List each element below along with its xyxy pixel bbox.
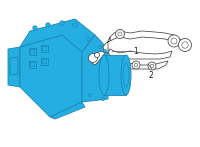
Circle shape xyxy=(118,32,122,36)
Circle shape xyxy=(89,56,92,59)
Circle shape xyxy=(132,61,140,69)
Polygon shape xyxy=(20,19,95,52)
Circle shape xyxy=(86,37,90,41)
Circle shape xyxy=(116,30,124,39)
Polygon shape xyxy=(10,57,18,75)
Polygon shape xyxy=(30,49,34,53)
Circle shape xyxy=(89,54,98,62)
Polygon shape xyxy=(41,45,48,51)
Circle shape xyxy=(179,39,192,51)
Circle shape xyxy=(60,21,64,25)
Polygon shape xyxy=(42,46,46,50)
Polygon shape xyxy=(29,47,36,55)
Text: 2: 2 xyxy=(149,71,153,80)
Polygon shape xyxy=(90,51,105,65)
Polygon shape xyxy=(108,57,168,69)
Polygon shape xyxy=(50,102,85,119)
Ellipse shape xyxy=(121,55,131,95)
Circle shape xyxy=(73,23,77,27)
Circle shape xyxy=(171,38,177,44)
Polygon shape xyxy=(42,59,46,63)
Circle shape xyxy=(182,42,188,48)
Polygon shape xyxy=(20,35,82,117)
Ellipse shape xyxy=(99,55,109,95)
Circle shape xyxy=(46,23,50,27)
Circle shape xyxy=(134,63,138,67)
Polygon shape xyxy=(41,57,48,65)
Polygon shape xyxy=(110,31,185,47)
Polygon shape xyxy=(104,55,126,95)
Circle shape xyxy=(95,52,100,57)
Polygon shape xyxy=(108,49,172,59)
Circle shape xyxy=(98,45,102,49)
Circle shape xyxy=(89,93,92,96)
Text: 1: 1 xyxy=(133,47,138,56)
Ellipse shape xyxy=(123,63,129,87)
Circle shape xyxy=(150,64,154,68)
Polygon shape xyxy=(29,61,36,67)
Circle shape xyxy=(148,62,156,70)
Circle shape xyxy=(33,26,37,30)
Polygon shape xyxy=(82,35,108,102)
Polygon shape xyxy=(8,47,20,87)
Circle shape xyxy=(168,35,180,47)
Polygon shape xyxy=(30,62,34,66)
Polygon shape xyxy=(103,37,110,53)
Circle shape xyxy=(102,97,105,101)
Circle shape xyxy=(104,50,107,52)
